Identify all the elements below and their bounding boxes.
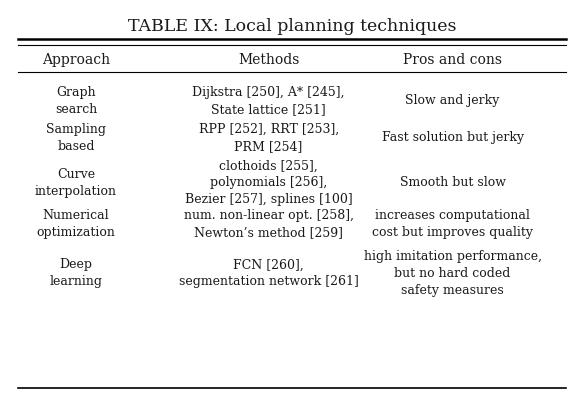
Text: Sampling
based: Sampling based — [46, 123, 106, 152]
Text: RPP [252], RRT [253],
PRM [254]: RPP [252], RRT [253], PRM [254] — [199, 123, 339, 152]
Text: Curve
interpolation: Curve interpolation — [35, 168, 117, 198]
Text: Slow and jerky: Slow and jerky — [405, 94, 500, 107]
Text: TABLE IX: Local planning techniques: TABLE IX: Local planning techniques — [128, 18, 456, 35]
Text: high imitation performance,
but no hard coded
safety measures: high imitation performance, but no hard … — [364, 250, 541, 297]
Text: Deep
learning: Deep learning — [50, 259, 102, 288]
Text: Numerical
optimization: Numerical optimization — [36, 209, 116, 239]
Text: Smooth but slow: Smooth but slow — [399, 176, 506, 189]
Text: Dijkstra [250], A* [245],
State lattice [251]: Dijkstra [250], A* [245], State lattice … — [192, 86, 345, 115]
Text: increases computational
cost but improves quality: increases computational cost but improve… — [372, 209, 533, 239]
Text: clothoids [255],
polynomials [256],
Bezier [257], splines [100]: clothoids [255], polynomials [256], Bezi… — [185, 159, 353, 206]
Text: FCN [260],
segmentation network [261]: FCN [260], segmentation network [261] — [179, 259, 359, 288]
Text: Pros and cons: Pros and cons — [403, 53, 502, 67]
Text: Approach: Approach — [42, 53, 110, 67]
Text: Graph
search: Graph search — [55, 86, 97, 115]
Text: Fast solution but jerky: Fast solution but jerky — [381, 131, 524, 144]
Text: Methods: Methods — [238, 53, 300, 67]
Text: num. non-linear opt. [258],
Newton’s method [259]: num. non-linear opt. [258], Newton’s met… — [183, 209, 354, 239]
